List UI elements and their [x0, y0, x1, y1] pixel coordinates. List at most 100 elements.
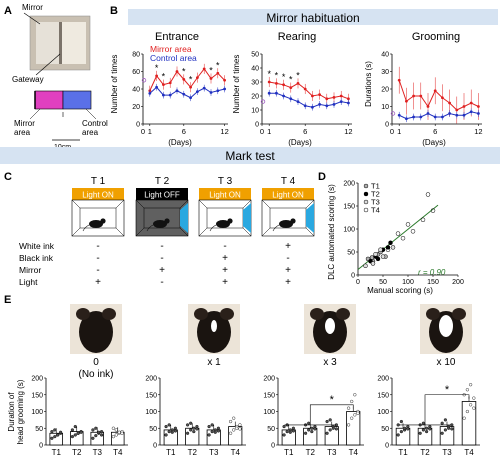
- bar-data-point: [440, 431, 444, 435]
- condition-value: +: [285, 241, 291, 252]
- series-point: [223, 87, 227, 91]
- white-ink-mark: [325, 318, 335, 334]
- series-point: [209, 91, 213, 94]
- control-area-box: [62, 90, 92, 110]
- bar-data-point: [91, 428, 95, 432]
- panel-letter-c: C: [4, 171, 12, 183]
- bar-data-point: [120, 431, 124, 435]
- bar-data-point: [469, 403, 473, 407]
- scatter-point: [395, 231, 401, 236]
- mouse-ear: [220, 308, 234, 320]
- arena-perspective-top: [135, 199, 189, 209]
- series-point: [168, 81, 172, 85]
- bar-data-point: [73, 433, 77, 437]
- series-point: [311, 105, 314, 109]
- mirror-area-pointer: [29, 108, 41, 120]
- bar-category-label: T2: [306, 448, 316, 457]
- series-point: [441, 96, 444, 100]
- bar-data-point: [53, 428, 57, 432]
- light-badge-label: Light OFF: [144, 191, 180, 200]
- y-tick-label: 20: [132, 104, 140, 111]
- bar-data-point: [399, 419, 403, 424]
- trial-header: T 1: [91, 176, 106, 187]
- bar-data-point: [450, 427, 454, 431]
- x-tick-label: 50: [379, 279, 387, 286]
- bar-data-point: [406, 427, 410, 431]
- series-point: [289, 86, 293, 89]
- significance-star: *: [189, 74, 193, 84]
- series-point: [419, 94, 423, 98]
- bar-data-point: [207, 424, 211, 429]
- scatter-point: [385, 247, 391, 252]
- condition-value: -: [96, 253, 99, 264]
- bar-data-point: [114, 428, 118, 432]
- condition-row-label: Black ink: [19, 253, 54, 263]
- mirror-area-label-line2: area: [14, 128, 31, 137]
- mouse-tail-icon: [146, 224, 154, 232]
- scatter-point: [405, 222, 411, 227]
- bar-category-label: T3: [93, 448, 103, 457]
- y-tick-label: 50: [267, 426, 275, 433]
- bar-data-point: [79, 430, 83, 434]
- mirror-panel: [243, 203, 251, 233]
- bar-data-point: [421, 421, 425, 425]
- chart-b2-ylabel: Number of times: [232, 55, 241, 114]
- mirror-panel: [306, 203, 314, 233]
- bar-data-point: [164, 433, 168, 437]
- y-tick-label: 150: [343, 204, 355, 211]
- bar-category-label: T3: [327, 448, 337, 457]
- series-point: [189, 85, 193, 89]
- condition-value: +: [159, 265, 165, 276]
- gateway-pointer: [35, 53, 61, 76]
- scatter-r-label: r = 0.90: [418, 268, 446, 277]
- bar-category-label: T4: [231, 448, 241, 457]
- y-tick-label: 150: [263, 392, 275, 399]
- x-tick-label: 6: [433, 127, 437, 136]
- condition-value: -: [286, 253, 289, 264]
- bar-data-point: [425, 430, 429, 434]
- significance-bracket: [309, 404, 354, 425]
- series-point: [196, 90, 199, 94]
- series-point: [182, 77, 186, 81]
- y-tick-label: 10: [381, 104, 389, 111]
- bar-data-point: [285, 430, 289, 434]
- series-point: [332, 103, 336, 106]
- y-tick-label: 80: [132, 52, 140, 59]
- x-tick-label: 0: [260, 127, 264, 136]
- legend-mirror-area: Mirror area: [150, 44, 192, 54]
- mouse-head-icon: [227, 218, 233, 224]
- series-point: [318, 103, 321, 106]
- bar-data-point: [91, 436, 95, 440]
- series-point: [282, 94, 285, 98]
- y-tick-label: 200: [263, 376, 275, 383]
- bar-data-point: [192, 430, 196, 434]
- bar-data-point: [418, 431, 422, 435]
- y-tick-label: 0: [136, 122, 140, 129]
- y-tick-label: 200: [145, 376, 157, 383]
- arena-box: [198, 199, 252, 237]
- y-tick-label: 0: [39, 443, 43, 450]
- y-tick-label: 150: [377, 392, 389, 399]
- bar-data-point: [421, 428, 425, 432]
- chart-b3-ylabel: Durations (s): [364, 61, 373, 107]
- y-tick-label: 50: [347, 250, 355, 257]
- bar: [303, 427, 318, 446]
- y-tick-label: 0: [153, 443, 157, 450]
- panel-letter-e: E: [4, 294, 11, 306]
- x-tick-label: 12: [474, 127, 482, 136]
- series-point: [303, 87, 307, 91]
- scatter-point: [390, 245, 396, 250]
- series-point: [325, 97, 329, 101]
- series-point: [339, 100, 343, 103]
- panel-letter-b: B: [110, 5, 118, 17]
- bar-data-point: [94, 434, 98, 438]
- condition-sublabel: (No ink): [78, 369, 113, 380]
- arena-perspective-bottom: [135, 227, 189, 237]
- bar-data-point: [465, 409, 469, 414]
- bar-data-point: [111, 435, 115, 439]
- series-point: [168, 93, 172, 97]
- bar-data-point: [216, 426, 221, 430]
- bar-data-point: [472, 396, 476, 400]
- condition-row-label: Light: [19, 277, 38, 287]
- arena-floor-left: [36, 22, 60, 64]
